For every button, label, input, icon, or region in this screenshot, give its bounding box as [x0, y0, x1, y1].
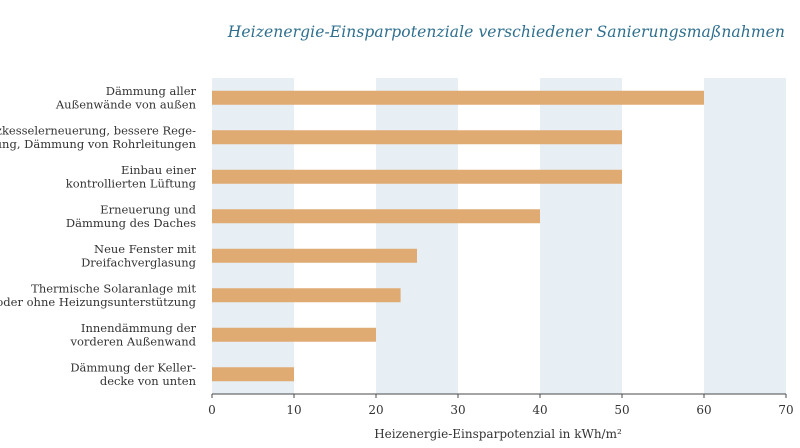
- bar: [212, 288, 401, 303]
- category-label: Heizkesselerneuerung, bessere Rege-: [0, 124, 196, 138]
- x-tick-label: 0: [208, 403, 216, 417]
- x-tick-label: 50: [614, 403, 629, 417]
- x-tick-label: 20: [368, 403, 383, 417]
- x-ticks: 0 10 20 30 40 50 60 70: [208, 394, 794, 417]
- category-label: Erneuerung und: [100, 203, 196, 217]
- category-label: Thermische Solaranlage mit: [31, 282, 196, 296]
- x-tick-label: 70: [778, 403, 793, 417]
- bar: [212, 90, 704, 105]
- category-label: lung, Dämmung von Rohrleitungen: [0, 137, 197, 151]
- category-label: Dämmung des Daches: [66, 216, 196, 230]
- chart-title: Heizenergie-Einsparpotenziale verschiede…: [227, 23, 785, 41]
- bar: [212, 209, 540, 224]
- category-label: Innendämmung der: [81, 321, 197, 335]
- category-label: Außenwände von außen: [55, 98, 197, 112]
- bar: [212, 130, 622, 145]
- category-label: Dämmung der Keller-: [70, 361, 196, 375]
- category-label: kontrollierten Lüftung: [66, 177, 197, 191]
- grid-band: [212, 78, 294, 394]
- bar: [212, 248, 417, 263]
- bar: [212, 169, 622, 184]
- grid-band: [704, 78, 786, 394]
- category-label: oder ohne Heizungsunterstützung: [0, 295, 197, 309]
- bar: [212, 367, 294, 382]
- bars: [212, 90, 704, 382]
- category-label: decke von unten: [100, 374, 197, 388]
- x-tick-label: 60: [696, 403, 711, 417]
- category-label: Einbau einer: [121, 163, 196, 177]
- category-label: Dämmung aller: [106, 84, 197, 98]
- grid-band: [540, 78, 622, 394]
- x-tick-label: 30: [450, 403, 465, 417]
- category-label: vorderen Außenwand: [69, 335, 196, 349]
- grid-band: [376, 78, 458, 394]
- x-tick-label: 40: [532, 403, 547, 417]
- background-bands: [212, 78, 786, 394]
- category-label: Dreifachverglasung: [81, 256, 197, 270]
- category-label: Neue Fenster mit: [94, 242, 196, 256]
- x-axis-title: Heizenergie-Einsparpotenzial in kWh/m²: [374, 427, 622, 441]
- bar: [212, 327, 376, 342]
- x-tick-label: 10: [286, 403, 301, 417]
